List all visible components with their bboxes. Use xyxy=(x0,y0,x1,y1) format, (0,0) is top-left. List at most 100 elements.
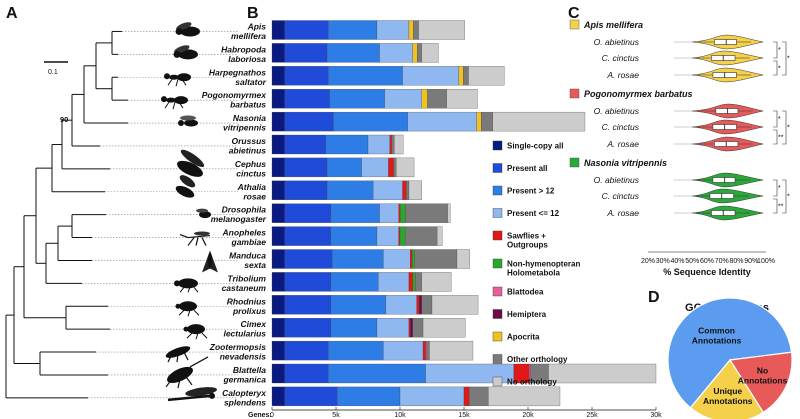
significance-bracket xyxy=(782,110,787,145)
bar-segment-present-12 xyxy=(379,43,413,63)
head xyxy=(173,50,181,58)
bar-segment-apocrita xyxy=(458,66,464,86)
bar-segment-other-orthology xyxy=(417,43,422,63)
species-epithet-label: castaneum xyxy=(222,283,267,293)
bar-segment-present-12 xyxy=(383,340,424,361)
bar-segment-sawflies-outgroups xyxy=(402,180,407,200)
bar-segment-other-orthology xyxy=(406,180,410,200)
violin-x-tick-label: 60% xyxy=(700,258,714,265)
body xyxy=(177,160,203,177)
bar-segment-present-12 xyxy=(330,318,378,338)
pie-label-line: No xyxy=(757,365,768,375)
bar-segment-sawflies-outgroups xyxy=(416,295,420,315)
bar-segment-present-all xyxy=(284,272,332,292)
species-genus-label: Apis xyxy=(247,21,267,31)
thorax xyxy=(169,74,179,80)
bar-segment-present-all xyxy=(284,340,329,361)
legend-swatch xyxy=(492,309,503,319)
significance-marker: * xyxy=(778,185,781,192)
violin-group-title: Nasonia vitripennis xyxy=(584,158,667,168)
violin-legend-swatch xyxy=(569,157,580,168)
bar-segment-present-12 xyxy=(330,226,378,246)
bar-segment-other-orthology xyxy=(415,272,422,292)
bar-segment-present-12 xyxy=(407,111,477,132)
bar-segment-present-12 xyxy=(376,20,410,40)
species-epithet-label: lectularius xyxy=(223,329,266,339)
species-epithet-label: rosae xyxy=(243,191,266,201)
head xyxy=(175,27,183,35)
bar-segment-present-12 xyxy=(402,66,460,86)
bar-segment-sawflies-outgroups xyxy=(410,249,413,269)
bar-segment-other-orthology xyxy=(463,66,469,86)
pie-label-line: Unique xyxy=(713,386,742,396)
panel-label-d: D xyxy=(648,289,660,306)
significance-marker: ** xyxy=(778,135,784,142)
bar-segment-single-copy-all xyxy=(271,134,285,155)
species-genus-label: Harpegnathos xyxy=(209,67,266,77)
bar-segment-other-orthology xyxy=(426,340,430,361)
legs xyxy=(167,78,187,87)
x-tick-label: 25k xyxy=(586,412,598,419)
head xyxy=(161,96,167,103)
bar-segment-sawflies-outgroups xyxy=(398,203,401,223)
bar-segment-no-orthology xyxy=(421,43,439,63)
species-epithet-label: saltator xyxy=(235,77,266,87)
legs xyxy=(186,332,208,340)
species-genus-label: Cimex xyxy=(240,319,267,329)
bar-segment-non-hymenopteran-holometabola xyxy=(412,249,415,269)
species-epithet-label: nevadensis xyxy=(220,352,267,362)
legend-swatch xyxy=(492,140,503,151)
bar-segment-sawflies-outgroups xyxy=(408,318,411,338)
bar-segment-single-copy-all xyxy=(271,203,285,223)
bar-segment-no-orthology xyxy=(431,295,479,315)
bar-segment-apocrita xyxy=(421,89,428,109)
significance-marker: * xyxy=(778,47,781,54)
bar-segment-present-12 xyxy=(376,318,410,338)
bar-segment-hemiptera xyxy=(410,318,413,338)
fly-silhouette xyxy=(196,208,211,219)
bar-segment-present-12 xyxy=(330,295,387,315)
wing xyxy=(179,175,196,188)
bar-segment-present-12 xyxy=(329,89,385,109)
species-genus-label: Orussus xyxy=(232,136,267,146)
legend-label: Apocrita xyxy=(507,333,540,342)
violin-x-tick-label: 80% xyxy=(729,258,743,265)
sawfly-silhouette xyxy=(175,175,196,198)
bar-segment-present-12 xyxy=(326,157,362,178)
wing xyxy=(180,149,205,168)
body xyxy=(199,211,211,219)
mosquito-silhouette xyxy=(179,231,211,246)
bar-segment-present-all xyxy=(284,226,332,246)
violin-x-tick-label: 100% xyxy=(757,258,775,265)
bar-segment-single-copy-all xyxy=(271,66,285,86)
x-tick-label: 30k xyxy=(650,412,662,419)
significance-marker: * xyxy=(787,194,790,201)
species-genus-label: Rhodnius xyxy=(227,296,266,306)
bar-segment-sawflies-outgroups xyxy=(388,157,394,178)
pie-slice xyxy=(728,351,793,414)
violin-x-tick-label: 50% xyxy=(685,258,699,265)
thorax xyxy=(166,97,176,103)
bar-segment-blattodea xyxy=(425,340,428,361)
legend-label: Blattodea xyxy=(507,288,544,297)
bar-segment-present-all xyxy=(284,318,332,338)
bar-segment-no-orthology xyxy=(446,89,478,109)
violin-row-label: A. rosae xyxy=(606,208,639,218)
legend-label: Other orthology xyxy=(507,355,568,364)
pie-label: No Annotations xyxy=(738,365,788,385)
violin-group-title: Pogonomyrmex barbatus xyxy=(584,89,693,99)
bar-segment-single-copy-all xyxy=(271,226,285,246)
legend-label-line: Holometabola xyxy=(507,269,560,278)
bar-segment-single-copy-all xyxy=(271,340,285,361)
bar-segment-sawflies-outgroups xyxy=(408,272,413,292)
significance-bracket xyxy=(773,198,778,214)
significance-bracket xyxy=(773,179,778,197)
bar-segment-other-orthology xyxy=(405,203,448,223)
species-epithet-label: barbatus xyxy=(230,100,266,110)
ant-silhouette xyxy=(161,96,188,110)
violin-group-title: Apis mellifera xyxy=(583,20,643,30)
species-epithet-label: melanogaster xyxy=(211,214,267,224)
legend-label-line: Present > 12 xyxy=(507,187,555,196)
species-epithet-label: splendens xyxy=(224,397,266,407)
bar-segment-no-orthology xyxy=(492,111,586,132)
